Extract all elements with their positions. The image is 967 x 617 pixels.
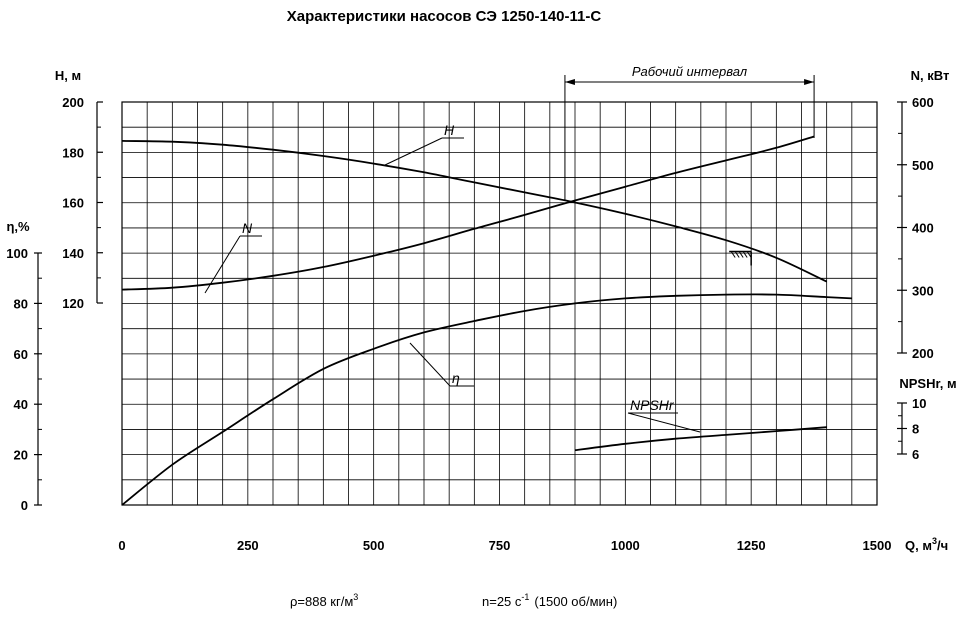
- x-tick-label: 1250: [737, 538, 766, 553]
- h-tick-label: 180: [62, 145, 84, 160]
- interval-right-arrow: [804, 79, 815, 85]
- h-tick-label: 200: [62, 95, 84, 110]
- x-tick-label: 250: [237, 538, 259, 553]
- curve-h: [121, 140, 828, 283]
- eta-axis-label: η,%: [6, 219, 30, 234]
- density-footnote-sup: 3: [353, 592, 358, 602]
- density-footnote: ρ=888 кг/м3: [290, 592, 358, 609]
- series-label: η: [452, 370, 460, 386]
- npsh-axis-label: NPSHr, м: [899, 376, 956, 391]
- plot-frame: [121, 101, 878, 506]
- speed-footnote: n=25 с-1 (1500 об/мин): [482, 592, 617, 609]
- x-tick-label: 750: [489, 538, 511, 553]
- x-tick-label: 1500: [863, 538, 892, 553]
- interval-left-arrow: [564, 79, 575, 85]
- series-leader-line: [384, 137, 443, 166]
- series-label: N: [242, 220, 253, 236]
- limit-marker-hatch: [746, 251, 752, 258]
- x-tick-label: 1000: [611, 538, 640, 553]
- limit-marker-hatch: [730, 251, 736, 258]
- n-tick-label: 400: [912, 221, 934, 236]
- chart-grid: [122, 102, 877, 505]
- eta-tick-label: 0: [21, 498, 28, 513]
- speed-footnote-main: n=25 с: [482, 594, 522, 609]
- series-leader-line: [204, 235, 241, 294]
- series-leader-line: [409, 342, 451, 387]
- npsh-tick-label: 10: [912, 396, 926, 411]
- series-label: NPSHr: [630, 397, 675, 413]
- h-tick-label: 120: [62, 296, 84, 311]
- npsh-tick-label: 6: [912, 447, 919, 462]
- curve-n: [121, 135, 815, 291]
- eta-tick-label: 40: [14, 397, 28, 412]
- limit-marker-hatch: [742, 251, 748, 258]
- speed-footnote-tail: (1500 об/мин): [534, 594, 617, 609]
- working-interval: Рабочий интервал: [564, 64, 815, 200]
- n-tick-label: 300: [912, 283, 934, 298]
- speed-footnote-sup: -1: [521, 592, 529, 602]
- q-axis-label-tail: /ч: [937, 538, 948, 553]
- chart-axes: 0 250 500 750 1000 1250 1500 120 140 160 180 200 0 20…: [6, 95, 933, 553]
- n-tick-label: 200: [912, 346, 934, 361]
- x-tick-label: 500: [363, 538, 385, 553]
- chart-curves: H Nη NPSHr: [121, 122, 852, 506]
- series-label: H: [444, 122, 455, 138]
- eta-tick-label: 20: [14, 448, 28, 463]
- series-leader-line: [627, 412, 701, 433]
- h-tick-label: 160: [62, 196, 84, 211]
- curve-η: [121, 293, 852, 506]
- n-tick-label: 600: [912, 95, 934, 110]
- chart-title: Характеристики насосов СЭ 1250-140-11-С: [287, 8, 602, 25]
- q-axis-label-main: Q, м: [905, 538, 932, 553]
- h-axis-label: H, м: [55, 68, 81, 83]
- q-axis-label: Q, м3/ч: [905, 536, 948, 553]
- npsh-tick-label: 8: [912, 422, 919, 437]
- n-tick-label: 500: [912, 158, 934, 173]
- density-footnote-main: ρ=888 кг/м: [290, 594, 353, 609]
- eta-tick-label: 60: [14, 347, 28, 362]
- q-axis-label-sup: 3: [932, 536, 937, 546]
- x-tick-label: 0: [118, 538, 125, 553]
- eta-tick-label: 100: [6, 246, 28, 261]
- limit-marker-hatch: [738, 251, 744, 258]
- n-axis-label: N, кВт: [911, 68, 950, 83]
- eta-tick-label: 80: [14, 296, 28, 311]
- limit-marker-hatch: [734, 251, 740, 258]
- interval-label: Рабочий интервал: [632, 64, 748, 79]
- h-tick-label: 140: [62, 246, 84, 261]
- curve-npshr: [574, 426, 827, 452]
